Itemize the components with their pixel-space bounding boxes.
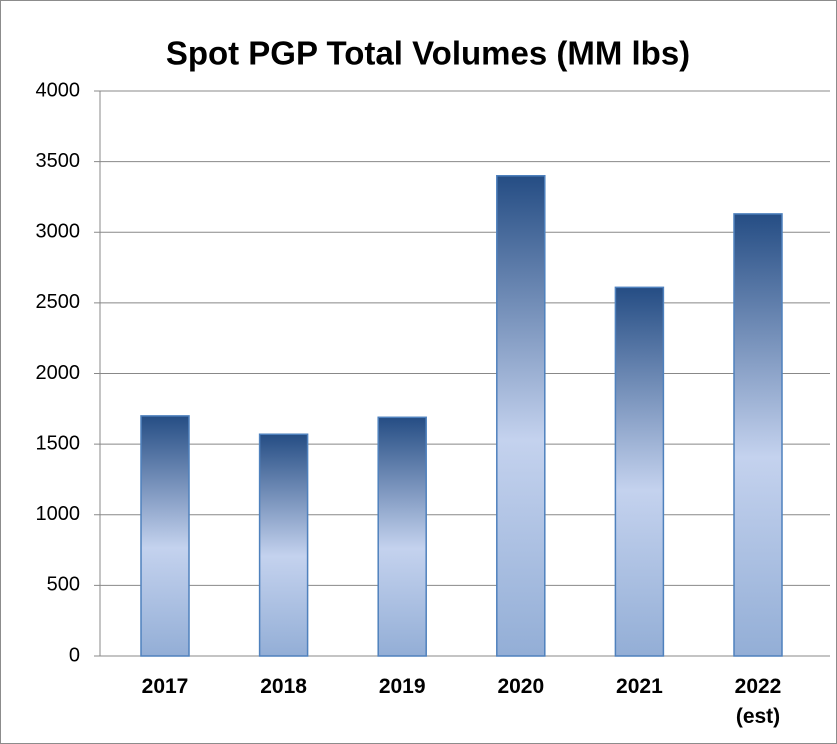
y-tick-label: 500 [47,574,80,596]
y-tick-label: 4000 [36,79,81,101]
bar [140,415,190,657]
x-tick-label: 2019 [378,675,426,698]
bar [614,286,665,657]
bar [496,175,546,657]
y-tick-label: 1500 [36,432,81,454]
x-tick-label: 2017 [141,675,189,698]
bar [258,433,309,657]
x-tick-label: 2018 [260,675,307,698]
bar [733,213,783,657]
bar [377,416,427,657]
y-tick-label: 0 [69,644,80,666]
y-tick-label: 3000 [36,221,81,243]
x-tick-label: 2022 (est) [734,675,782,728]
x-tick-label: 2021 [616,675,663,698]
x-tick-label: 2020 [497,675,545,698]
y-tick-label: 2000 [36,362,81,384]
y-tick-label: 2500 [36,291,81,313]
y-tick-label: 3500 [36,150,81,172]
chart-title: Spot PGP Total Volumes (MM lbs) [166,35,690,72]
y-tick-label: 1000 [36,503,81,525]
